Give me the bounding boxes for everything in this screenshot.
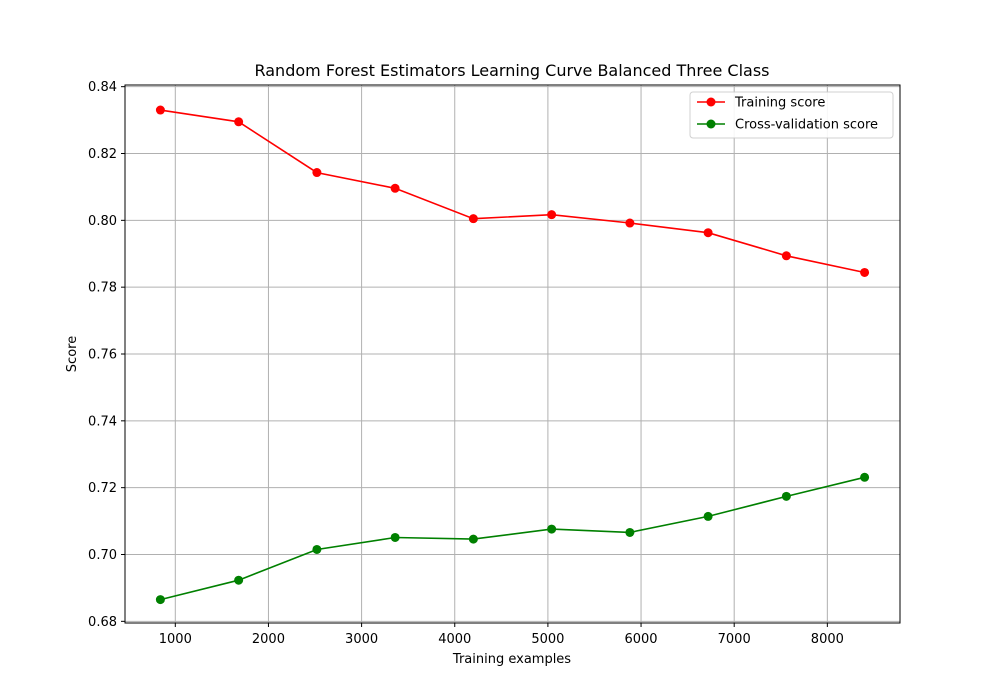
training-score-line	[160, 109, 865, 274]
x-tick-label: 8000	[811, 632, 844, 647]
x-axis-title: Training examples	[452, 652, 571, 667]
cross-validation-score-point	[625, 527, 635, 537]
training-score-point	[860, 267, 870, 277]
training-score-point	[234, 117, 244, 127]
x-tick-label: 3000	[345, 632, 378, 647]
training-score-point	[625, 218, 635, 228]
cross-validation-score-point	[390, 532, 400, 542]
legend-training-score-label: Training score	[734, 96, 825, 111]
legend-entries: Training score Cross-validation score	[697, 96, 878, 133]
y-tick-label: 0.82	[88, 147, 117, 162]
grid	[125, 85, 900, 623]
x-tick-label: 1000	[159, 632, 192, 647]
cross-validation-score-point	[312, 544, 322, 554]
legend-cross-validation-score-marker	[706, 119, 716, 129]
cross-validation-score-point	[234, 575, 244, 585]
legend-cross-validation-score-label: Cross-validation score	[735, 118, 878, 133]
y-tick-label: 0.70	[88, 548, 117, 563]
cross-validation-score-point	[781, 491, 791, 501]
x-axis: 1000 2000 3000 4000 5000 6000 7000 8000	[159, 623, 844, 647]
training-score-point	[547, 210, 557, 220]
x-tick-label: 5000	[531, 632, 564, 647]
x-tick-label: 4000	[438, 632, 471, 647]
legend-training-score-marker	[706, 97, 716, 107]
y-tick-label: 0.76	[88, 348, 117, 363]
x-tick-label: 6000	[624, 632, 657, 647]
cross-validation-score-point	[703, 511, 713, 521]
training-score-point	[312, 168, 322, 178]
cross-validation-score-line	[160, 476, 865, 601]
training-score-point	[390, 183, 400, 193]
training-score-point	[155, 105, 165, 115]
y-tick-label: 0.78	[88, 281, 117, 296]
cross-validation-score-point	[860, 472, 870, 482]
series-layer	[155, 105, 870, 605]
x-tick-label: 2000	[252, 632, 285, 647]
x-tick-label: 7000	[718, 632, 751, 647]
y-tick-label: 0.72	[88, 481, 117, 496]
cross-validation-score-point	[468, 534, 478, 544]
y-tick-label: 0.74	[88, 414, 117, 429]
legend: Training score Cross-validation score	[689, 91, 894, 139]
y-tick-label: 0.80	[88, 214, 117, 229]
cross-validation-score-point	[547, 524, 557, 534]
training-score-point	[781, 251, 791, 261]
cross-validation-score-point	[155, 595, 165, 605]
y-tick-label: 0.84	[88, 80, 117, 95]
y-axis-title: Score	[65, 336, 80, 372]
training-score-point	[468, 214, 478, 224]
training-score-point	[703, 228, 713, 238]
legend-box	[689, 91, 894, 139]
y-axis: 0.68 0.70 0.72 0.74 0.76 0.78 0.80 0.82 0.84	[88, 80, 125, 630]
chart-title: Random Forest Estimators Learning Curve …	[254, 61, 769, 80]
y-tick-label: 0.68	[88, 615, 117, 630]
